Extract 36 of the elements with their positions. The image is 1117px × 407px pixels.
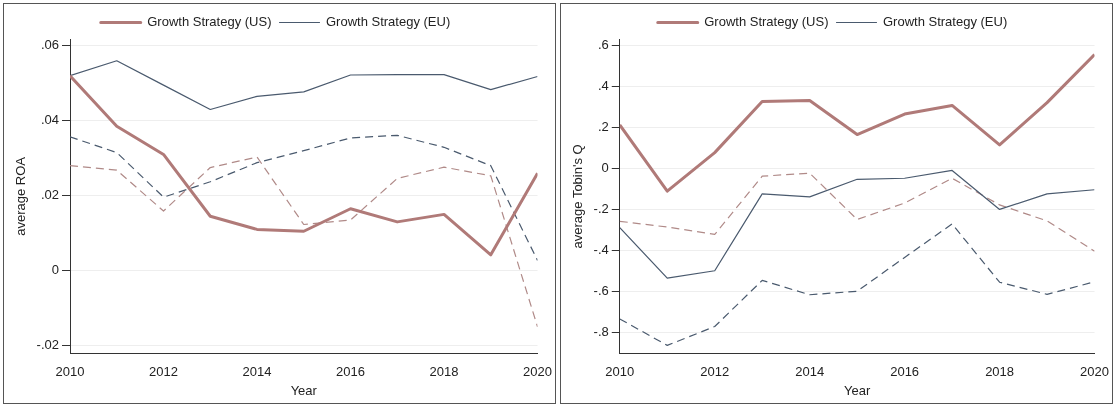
x-axis-title: Year	[290, 382, 318, 398]
x-tick-label: 2016	[336, 364, 365, 380]
y-tick-label: .4	[597, 78, 609, 94]
y-tick-label: .06	[40, 37, 59, 53]
y-axis-title: average Tobin's Q	[570, 144, 586, 249]
legend-label: Growth Strategy (EU)	[326, 14, 451, 30]
line-series	[70, 156, 538, 328]
line-series	[619, 172, 1095, 252]
y-tick-label: .6	[597, 37, 609, 53]
x-tick-label: 2018	[985, 364, 1015, 380]
x-tick-label: 2014	[795, 364, 825, 380]
x-tick-label: 2012	[149, 364, 178, 380]
legend-label: Growth Strategy (EU)	[883, 14, 1008, 30]
x-tick-label: 2020	[523, 364, 552, 380]
y-tick-label: -.6	[593, 283, 609, 299]
y-tick-label: -.4	[593, 242, 609, 258]
y-tick-label: 0	[51, 262, 59, 278]
y-tick-label: -.8	[593, 324, 609, 340]
x-tick-label: 2018	[429, 364, 459, 380]
y-tick-label: .2	[597, 119, 609, 135]
y-tick-label: .02	[40, 187, 59, 203]
x-tick-label: 2020	[1080, 364, 1109, 380]
legend-label: Growth Strategy (US)	[147, 14, 272, 30]
line-series	[70, 134, 538, 262]
x-tick-label: 2010	[55, 364, 85, 380]
y-tick-label: 0	[601, 160, 609, 176]
x-axis-title: Year	[844, 382, 871, 398]
y-tick-label: -.2	[593, 201, 609, 217]
y-tick-label: .04	[40, 112, 59, 128]
x-tick-label: 2016	[890, 364, 920, 380]
y-tick-label: -.02	[36, 337, 59, 353]
y-axis-title: average ROA	[13, 156, 29, 236]
x-tick-label: 2012	[700, 364, 730, 380]
x-tick-label: 2014	[242, 364, 272, 380]
x-tick-label: 2010	[605, 364, 635, 380]
legend-label: Growth Strategy (US)	[704, 14, 829, 30]
